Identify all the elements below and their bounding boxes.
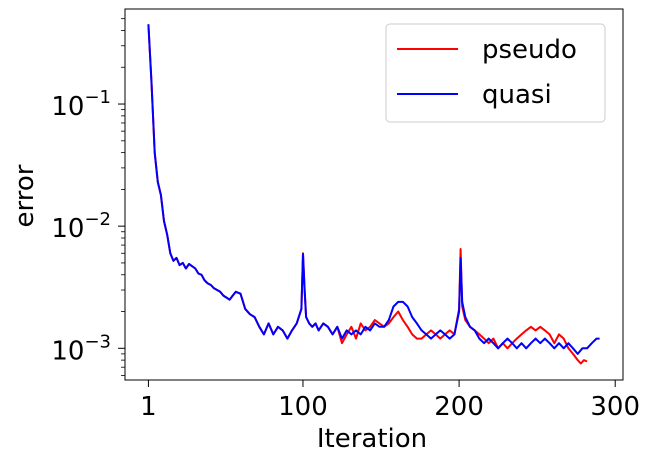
y-tick-label: 10−3 [51, 331, 111, 366]
x-axis-ticks: 1 100 200 300 [140, 380, 640, 422]
legend-label-pseudo: pseudo [482, 35, 577, 65]
series-line-quasi [147, 24, 600, 355]
plot-frame [124, 8, 624, 381]
x-tick-label: 300 [590, 392, 640, 422]
y-tick-label: 10−1 [51, 87, 111, 122]
x-tick-label: 100 [278, 392, 328, 422]
series-layer [147, 24, 600, 365]
y-tick-label: 10−2 [51, 209, 111, 244]
x-axis-label: Iteration [317, 424, 427, 454]
y-axis-ticks: 10−3 10−2 10−1 [51, 18, 125, 376]
x-tick-label: 200 [434, 392, 484, 422]
y-axis-label: error [10, 164, 40, 227]
legend-label-quasi: quasi [482, 80, 552, 110]
x-tick-label: 1 [140, 392, 157, 422]
legend: pseudo quasi [385, 23, 606, 123]
